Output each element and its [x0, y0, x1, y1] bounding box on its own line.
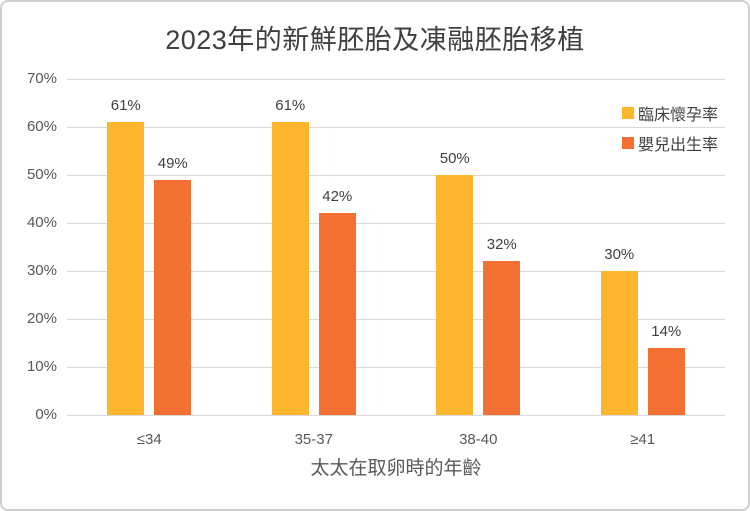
data-label-live-birth-rate: 49%	[157, 154, 188, 172]
bar-group: 61% 42% 35-37	[232, 79, 397, 448]
gridline	[67, 222, 725, 224]
y-axis-tick-label: 0%	[35, 406, 57, 423]
y-axis-tick-label: 70%	[26, 70, 57, 87]
y-axis-tick-label: 50%	[26, 166, 57, 183]
legend-label: 臨床懷孕率	[638, 107, 719, 124]
x-axis-tick-label: 38-40	[459, 431, 498, 448]
x-axis-title: 太太在取卵時的年齡	[310, 458, 482, 479]
legend-label: 嬰兒出生率	[638, 137, 719, 154]
bar-live-birth-rate	[483, 261, 521, 415]
data-label-clinical-pregnancy-rate: 30%	[604, 246, 635, 263]
gridline	[67, 270, 725, 272]
data-label-live-birth-rate: 42%	[322, 188, 353, 206]
bar-clinical-pregnancy-rate	[107, 122, 145, 415]
data-label-live-birth-rate: 32%	[486, 236, 517, 254]
plot-area: 0% 10% 20% 30% 40% 50% 60% 70% 61% 49% ≤34 61% 42% 35…	[27, 70, 726, 448]
legend-item-clinical-pregnancy-rate: 臨床懷孕率	[622, 98, 718, 128]
legend-item-live-birth-rate: 嬰兒出生率	[622, 128, 718, 158]
bar-live-birth-rate	[318, 213, 356, 415]
bar-clinical-pregnancy-rate	[600, 271, 638, 415]
y-axis-tick-label: 20%	[26, 310, 57, 327]
legend: 臨床懷孕率嬰兒出生率	[622, 98, 718, 158]
bar-group: 61% 49% ≤34	[67, 79, 232, 448]
x-axis-tick-label: ≤34	[136, 431, 162, 448]
gridline	[67, 78, 725, 80]
y-axis-tick-label: 30%	[26, 262, 57, 279]
legend-swatch-icon	[622, 137, 634, 149]
gridline	[67, 414, 725, 416]
data-label-clinical-pregnancy-rate: 61%	[275, 97, 306, 115]
bar-group: 50% 32% 38-40	[396, 79, 561, 448]
data-label-clinical-pregnancy-rate: 50%	[439, 150, 470, 167]
gridline	[67, 174, 725, 176]
gridline	[67, 366, 725, 368]
data-label-live-birth-rate: 14%	[651, 322, 682, 340]
bar-clinical-pregnancy-rate	[271, 122, 309, 415]
bar-clinical-pregnancy-rate	[436, 175, 474, 415]
bar-live-birth-rate	[154, 179, 192, 415]
gridline	[67, 318, 725, 320]
y-axis-tick-label: 10%	[26, 358, 57, 375]
legend-swatch-icon	[622, 107, 634, 119]
x-axis-tick-label: ≥41	[630, 431, 656, 448]
bar-live-birth-rate	[647, 347, 685, 415]
chart-title: 2023年的新鮮胚胎及凍融胚胎移植	[165, 25, 585, 55]
bar-group: 30% 14% ≥41	[561, 79, 726, 448]
y-axis-tick-label: 60%	[26, 118, 57, 135]
y-axis-tick-label: 40%	[26, 214, 57, 231]
gridline	[67, 126, 725, 128]
data-label-clinical-pregnancy-rate: 61%	[110, 97, 141, 115]
x-axis-tick-label: 35-37	[294, 431, 333, 448]
